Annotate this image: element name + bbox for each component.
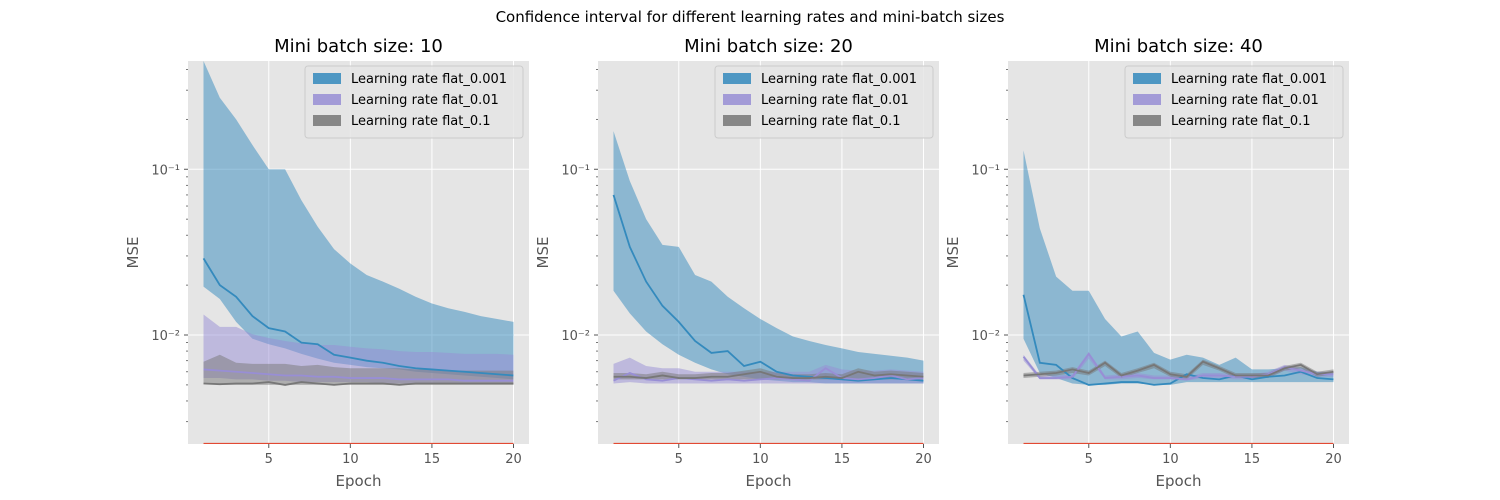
panel-3: 5 10 15 20 10⁻² 10⁻¹ Mini batch size: 40 Epoch M… [944,36,1349,490]
legend-frame [304,65,524,139]
legend-label: Learning rate flat_0.001 [1171,72,1327,87]
legend: Learning rate flat_0.001 Learning rate fl… [304,65,524,139]
x-tick-label: 10 [752,452,769,467]
figure-suptitle: Confidence interval for different learni… [496,8,1005,26]
y-tick-label: 10⁻¹ [151,163,180,178]
panel-1: 5 10 15 20 10⁻² 10⁻¹ Mini batch size: 10 Epoch M… [124,36,529,490]
panel-2: 5 10 15 20 10⁻² 10⁻¹ Mini batch size: 20 Epoch M… [534,36,939,490]
legend-label: Learning rate flat_0.001 [761,72,917,87]
legend-swatch [313,94,341,105]
confidence-band-series-3 [203,354,514,385]
mean-line-series-2 [1022,352,1334,381]
legend-swatch [1133,73,1161,84]
x-axis-label: Epoch [746,472,792,490]
panel-title: Mini batch size: 40 [1094,36,1263,57]
legend-swatch [1133,94,1161,105]
panel-title: Mini batch size: 20 [684,36,853,57]
x-tick-label: 20 [915,452,932,467]
plot-content [598,61,939,444]
y-tick-label: 10⁻² [971,329,1000,344]
legend-label: Learning rate flat_0.1 [761,114,901,129]
legend-label: Learning rate flat_0.01 [351,93,499,108]
x-axis-label: Epoch [1156,472,1202,490]
x-tick-label: 15 [834,452,851,467]
plot-content [1008,61,1349,444]
x-tick-label: 15 [424,452,441,467]
legend-swatch [1133,115,1161,126]
x-tick-label: 20 [505,452,522,467]
legend-label: Learning rate flat_0.001 [351,72,507,87]
x-tick-label: 10 [342,452,359,467]
x-tick-label: 20 [1325,452,1342,467]
x-tick-label: 15 [1244,452,1261,467]
panel-title: Mini batch size: 10 [274,36,443,57]
x-tick-label: 5 [675,452,683,467]
y-tick-label: 10⁻² [561,329,590,344]
x-tick-label: 10 [1162,452,1179,467]
legend-frame [1124,65,1344,139]
confidence-band-series-1 [1023,150,1334,385]
y-axis-label: MSE [534,237,552,269]
legend-swatch [723,73,751,84]
mean-line-series-1 [202,257,514,377]
legend-label: Learning rate flat_0.01 [1171,93,1319,108]
y-axis-label: MSE [944,237,962,269]
y-axis-label: MSE [124,237,142,269]
legend-label: Learning rate flat_0.1 [351,114,491,129]
x-tick-label: 5 [1085,452,1093,467]
y-tick-label: 10⁻¹ [971,163,1000,178]
y-tick-label: 10⁻² [151,329,180,344]
mean-line-series-3 [203,381,514,386]
legend: Learning rate flat_0.001 Learning rate fl… [1124,65,1344,139]
mean-line-series-3 [613,370,924,379]
confidence-band-series-1 [613,131,924,384]
legend-swatch [723,115,751,126]
mean-line-series-2 [613,367,924,382]
mean-line-series-3 [1023,360,1334,378]
y-tick-label: 10⁻¹ [561,163,590,178]
legend-swatch [723,94,751,105]
legend-label: Learning rate flat_0.01 [761,93,909,108]
x-tick-label: 5 [265,452,273,467]
legend-swatch [313,115,341,126]
x-axis-label: Epoch [336,472,382,490]
legend-label: Learning rate flat_0.1 [1171,114,1311,129]
legend-swatch [313,73,341,84]
mean-line-series-2 [203,368,514,382]
mean-line-series-1 [612,194,924,382]
confidence-band-series-1 [203,61,514,380]
legend: Learning rate flat_0.001 Learning rate fl… [714,65,934,139]
legend-frame [714,65,934,139]
